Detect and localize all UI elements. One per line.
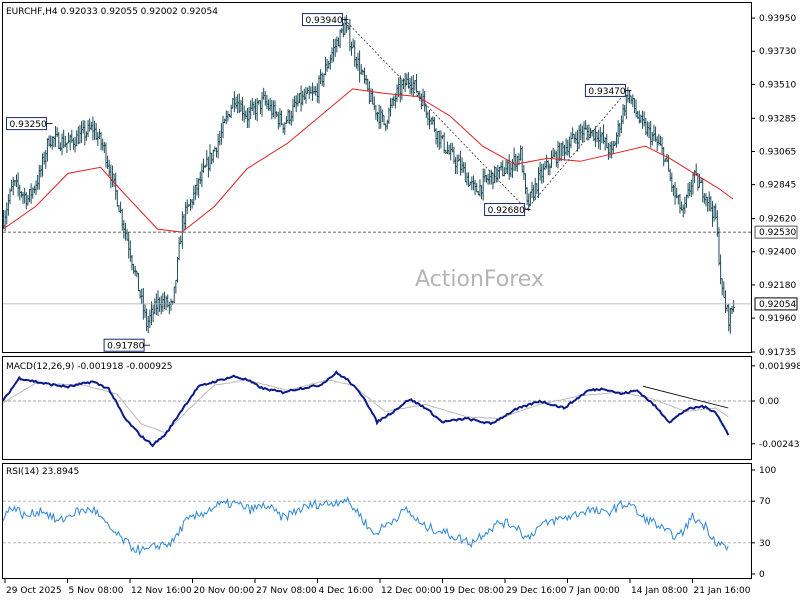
support-level-box-text: 0.92530 [759, 228, 796, 238]
time-axis-label: 12 Dec 00:00 [381, 586, 442, 596]
macd-pane-frame [2, 356, 752, 460]
moving-average-line [2, 88, 734, 233]
macd-axis-label: 0.001998 [759, 362, 800, 372]
price-annotation: 0.93470 [584, 83, 632, 97]
time-axis-label: 29 Oct 2025 [6, 586, 62, 596]
time-axis-label: 4 Dec 16:00 [319, 586, 374, 596]
rsi-axis-label: 0 [759, 570, 765, 580]
price-axis-label: 0.91960 [759, 314, 796, 324]
time-axis-label: 21 Jan 16:00 [694, 586, 751, 596]
price-annotation-label: 0.91780 [107, 342, 144, 352]
macd-axis-label: -0.002434 [759, 440, 800, 450]
rsi-label: RSI(14) 23.8945 [6, 467, 79, 477]
time-axis-label: 29 Dec 16:00 [506, 586, 567, 596]
time-axis-label: 20 Nov 00:00 [194, 586, 255, 596]
rsi-axis-label: 30 [759, 539, 771, 549]
price-annotation-label: 0.93470 [588, 87, 625, 97]
macd-layer [2, 370, 751, 448]
price-annotation: 0.92680 [484, 203, 531, 217]
time-axis-label: 7 Jan 00:00 [569, 586, 621, 596]
price-axis-label: 0.93065 [759, 147, 796, 157]
price-annotation: 0.93940 [301, 13, 349, 27]
price-layer: 0.93250 0.91780 0.93940 0.92680 0.93470 [2, 13, 751, 352]
price-axis-label: 0.92620 [759, 215, 796, 225]
rsi-pane-frame [2, 463, 752, 579]
macd-label: MACD(12,26,9) -0.001918 -0.000925 [6, 362, 172, 372]
price-annotation-label: 0.92680 [488, 206, 525, 216]
time-axis-label: 12 Nov 16:00 [131, 586, 192, 596]
price-annotation: 0.91780 [103, 338, 151, 352]
price-axis-label: 0.92180 [759, 281, 796, 291]
time-axis-label: 19 Dec 08:00 [444, 586, 505, 596]
price-axis-label: 0.93950 [759, 14, 796, 24]
support-level-box: 0.92530 [754, 225, 798, 239]
price-axis-label: 0.92845 [759, 181, 796, 191]
rsi-line [2, 496, 729, 556]
time-axis-label: 14 Jan 08:00 [631, 586, 688, 596]
macd-signal-line [2, 378, 729, 434]
price-axis-label: 0.93510 [759, 80, 796, 90]
macd-trend-line [642, 385, 729, 409]
price-annotation-label: 0.93940 [305, 16, 342, 26]
macd-main-line [2, 370, 730, 448]
price-annotation-label: 0.93250 [10, 120, 47, 130]
current-price-box: 0.92054 [754, 297, 798, 311]
price-axis-label: 0.93730 [759, 47, 796, 57]
rsi-layer [2, 496, 751, 556]
time-axis-label: 5 Nov 08:00 [69, 586, 124, 596]
watermark: ActionForex [415, 267, 544, 292]
price-axis-label: 0.93285 [759, 114, 796, 124]
price-axis-label: 0.91735 [759, 348, 796, 358]
axis-layer: 0.93950 0.93730 0.93510 0.93285 0.93065 0.928… [4, 14, 800, 596]
price-annotation: 0.93250 [6, 117, 53, 131]
current-price-box-text: 0.92054 [759, 300, 796, 310]
symbol-header: EURCHF,H4 0.92033 0.92055 0.92002 0.9205… [6, 7, 218, 17]
price-pane-frame [2, 2, 752, 353]
macd-axis-label: 0.00 [759, 397, 779, 407]
rsi-axis-label: 70 [759, 497, 771, 507]
price-axis-label: 0.92400 [759, 248, 796, 258]
rsi-axis-label: 100 [759, 466, 776, 476]
time-axis-label: 27 Nov 08:00 [256, 586, 317, 596]
price-bar [732, 299, 735, 313]
